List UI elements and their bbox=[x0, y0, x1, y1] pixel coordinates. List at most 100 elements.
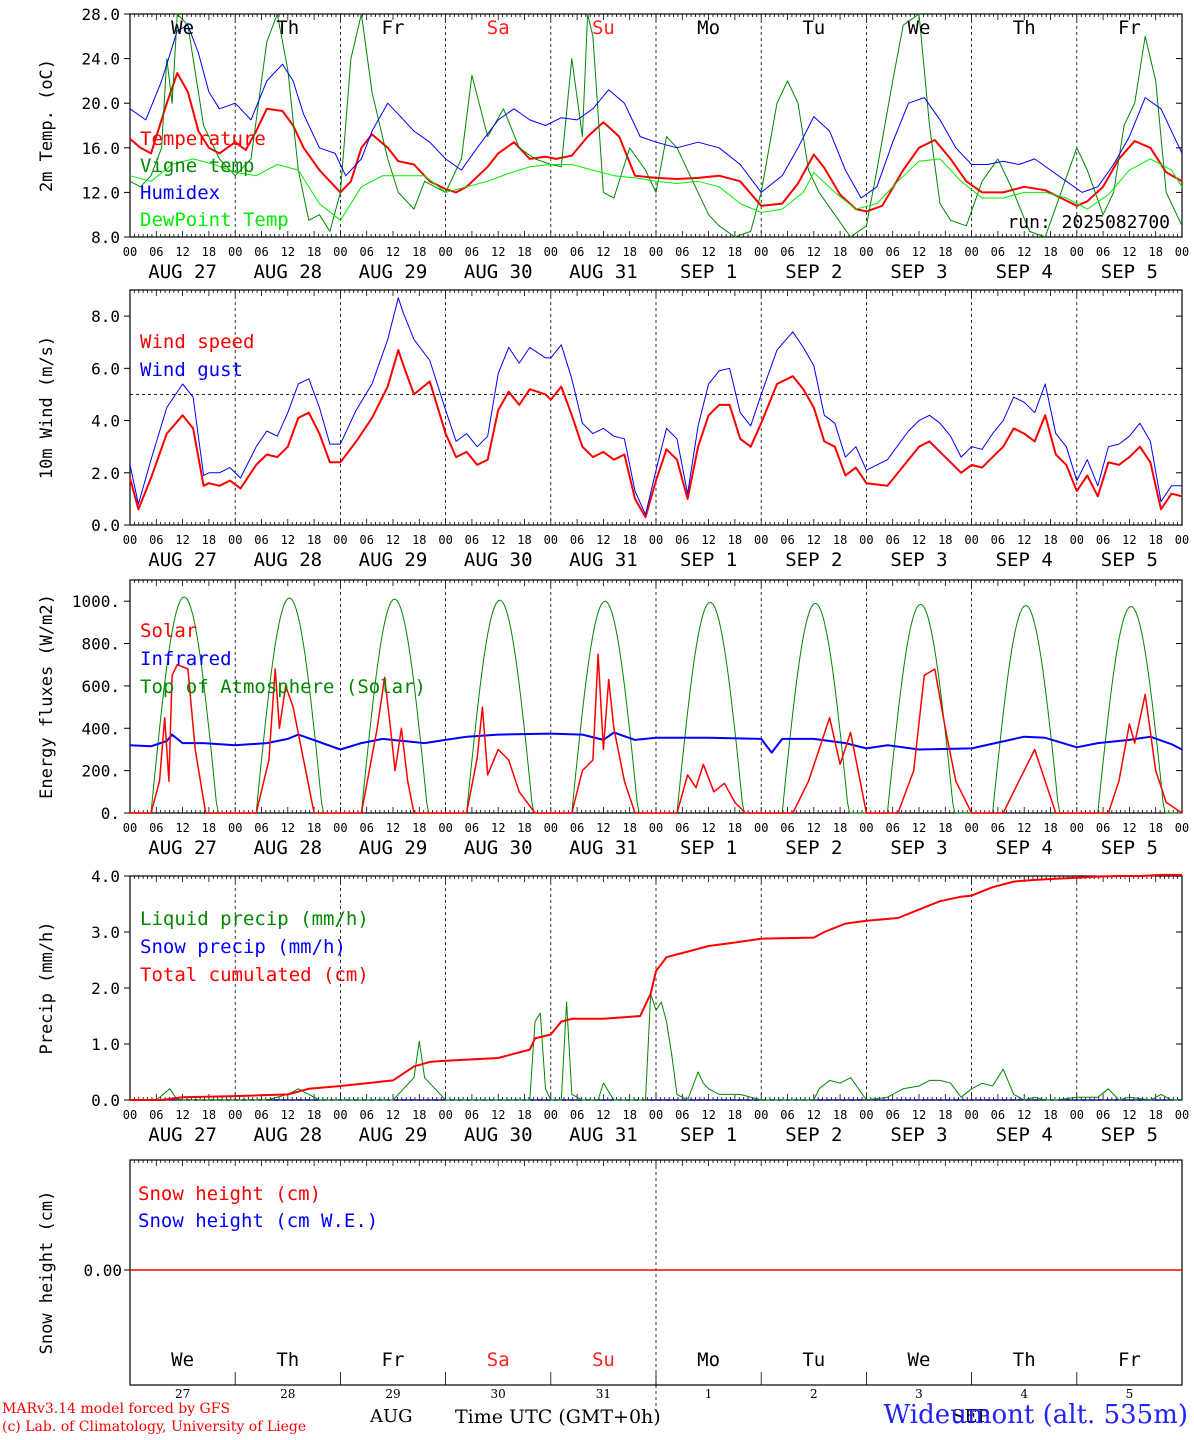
wind-hour-label: 18 bbox=[622, 533, 636, 547]
wind-y-tick-label: 0.0 bbox=[91, 516, 120, 535]
temp-hour-label: 12 bbox=[596, 245, 610, 259]
temp-hour-label: 00 bbox=[754, 245, 768, 259]
wind-hour-label: 00 bbox=[1070, 533, 1084, 547]
wind-hour-label: 12 bbox=[701, 533, 715, 547]
energy-date-label: AUG 29 bbox=[359, 837, 428, 859]
wind-date-label: AUG 29 bbox=[359, 549, 428, 571]
series-line-wind-gust bbox=[129, 297, 1182, 516]
snow-weekday-label: Tu bbox=[802, 1349, 825, 1371]
precip-hour-label: 18 bbox=[622, 1108, 636, 1122]
energy-hour-label: 00 bbox=[754, 821, 768, 835]
precip-hour-label: 18 bbox=[833, 1108, 847, 1122]
precip-hour-label: 06 bbox=[675, 1108, 689, 1122]
energy-hour-label: 06 bbox=[780, 821, 794, 835]
snow-day-number: 27 bbox=[175, 1387, 190, 1401]
wind-date-label: SEP 2 bbox=[785, 549, 842, 571]
temp-y-tick-label: 8.0 bbox=[91, 228, 120, 247]
precip-hour-label: 18 bbox=[728, 1108, 742, 1122]
legend-entry-top-of-atmosphere-solar: Top of Atmosphere (Solar) bbox=[140, 676, 426, 698]
wind-hour-label: 12 bbox=[175, 533, 189, 547]
energy-hour-label: 06 bbox=[675, 821, 689, 835]
weekday-label-top: We bbox=[908, 17, 931, 39]
precip-hour-label: 06 bbox=[465, 1108, 479, 1122]
temp-hour-label: 06 bbox=[359, 245, 373, 259]
temp-hour-label: 12 bbox=[491, 245, 505, 259]
precip-date-label: SEP 1 bbox=[680, 1124, 737, 1146]
series-line-liquid-precip-mm-h bbox=[130, 993, 1182, 1101]
wind-hour-label: 12 bbox=[912, 533, 926, 547]
wind-hour-label: 00 bbox=[649, 533, 663, 547]
wind-y-tick-label: 2.0 bbox=[91, 464, 120, 483]
weekday-label-top: Tu bbox=[802, 17, 825, 39]
precip-y-tick-label: 0.0 bbox=[91, 1091, 120, 1110]
wind-hour-label: 12 bbox=[491, 533, 505, 547]
wind-hour-label: 00 bbox=[1175, 533, 1189, 547]
weekday-label-top: Th bbox=[1013, 17, 1036, 39]
temp-hour-label: 06 bbox=[149, 245, 163, 259]
energy-date-label: SEP 1 bbox=[680, 837, 737, 859]
energy-hour-label: 18 bbox=[1043, 821, 1057, 835]
precip-date-label: SEP 2 bbox=[785, 1124, 842, 1146]
precip-date-label: AUG 27 bbox=[148, 1124, 217, 1146]
wind-hour-label: 00 bbox=[123, 533, 137, 547]
energy-hour-label: 12 bbox=[491, 821, 505, 835]
energy-hour-label: 06 bbox=[254, 821, 268, 835]
snow-y-axis-label: Snow height (cm) bbox=[37, 1191, 57, 1355]
precip-hour-label: 12 bbox=[281, 1108, 295, 1122]
precip-date-label: AUG 28 bbox=[253, 1124, 322, 1146]
wind-hour-label: 18 bbox=[517, 533, 531, 547]
temp-hour-label: 00 bbox=[649, 245, 663, 259]
legend-entry-wind-speed: Wind speed bbox=[140, 331, 254, 353]
precip-hour-label: 18 bbox=[1043, 1108, 1057, 1122]
wind-hour-label: 12 bbox=[281, 533, 295, 547]
wind-date-label: SEP 4 bbox=[996, 549, 1053, 571]
run-label: run: 2025082700 bbox=[1007, 212, 1170, 233]
snow-weekday-label: Th bbox=[276, 1349, 299, 1371]
energy-hour-label: 12 bbox=[807, 821, 821, 835]
wind-y-axis-label: 10m Wind (m/s) bbox=[37, 336, 57, 479]
temp-hour-label: 18 bbox=[1148, 245, 1162, 259]
precip-hour-label: 06 bbox=[885, 1108, 899, 1122]
series-line-total-cumulated-cm bbox=[130, 873, 1182, 1101]
energy-hour-label: 18 bbox=[1148, 821, 1162, 835]
precip-hour-label: 00 bbox=[1070, 1108, 1084, 1122]
energy-hour-label: 06 bbox=[149, 821, 163, 835]
precip-hour-label: 06 bbox=[780, 1108, 794, 1122]
temp-hour-label: 12 bbox=[175, 245, 189, 259]
precip-hour-label: 12 bbox=[807, 1108, 821, 1122]
temp-y-axis-label: 2m Temp. (oC) bbox=[37, 59, 57, 192]
precip-hour-label: 06 bbox=[1096, 1108, 1110, 1122]
precip-hour-label: 00 bbox=[438, 1108, 452, 1122]
wind-hour-label: 06 bbox=[1096, 533, 1110, 547]
energy-hour-label: 00 bbox=[228, 821, 242, 835]
wind-hour-label: 18 bbox=[1043, 533, 1057, 547]
wind-hour-label: 12 bbox=[386, 533, 400, 547]
temp-hour-label: 12 bbox=[1017, 245, 1031, 259]
temp-date-label: AUG 28 bbox=[253, 261, 322, 283]
energy-y-tick-label: 800. bbox=[81, 635, 120, 654]
precip-hour-label: 00 bbox=[964, 1108, 978, 1122]
wind-hour-label: 12 bbox=[596, 533, 610, 547]
energy-hour-label: 18 bbox=[307, 821, 321, 835]
legend-entry-humidex: Humidex bbox=[140, 182, 220, 204]
wind-hour-label: 18 bbox=[307, 533, 321, 547]
legend-entry-liquid-precip-mm-h: Liquid precip (mm/h) bbox=[140, 908, 369, 930]
energy-date-label: SEP 2 bbox=[785, 837, 842, 859]
legend-entry-dewpoint-temp: DewPoint Temp bbox=[140, 209, 289, 231]
snow-weekday-label: Th bbox=[1013, 1349, 1036, 1371]
precip-hour-label: 00 bbox=[123, 1108, 137, 1122]
snow-day-number: 2 bbox=[810, 1387, 818, 1401]
wind-hour-label: 06 bbox=[991, 533, 1005, 547]
energy-date-label: AUG 27 bbox=[148, 837, 217, 859]
snow-day-number: 31 bbox=[596, 1387, 611, 1401]
energy-hour-label: 12 bbox=[596, 821, 610, 835]
weekday-label-top: Sa bbox=[487, 17, 510, 39]
energy-hour-label: 00 bbox=[438, 821, 452, 835]
wind-hour-label: 18 bbox=[833, 533, 847, 547]
temp-hour-label: 00 bbox=[859, 245, 873, 259]
energy-hour-label: 06 bbox=[991, 821, 1005, 835]
temp-hour-label: 00 bbox=[228, 245, 242, 259]
precip-hour-label: 00 bbox=[333, 1108, 347, 1122]
snow-day-number: 1 bbox=[705, 1387, 713, 1401]
